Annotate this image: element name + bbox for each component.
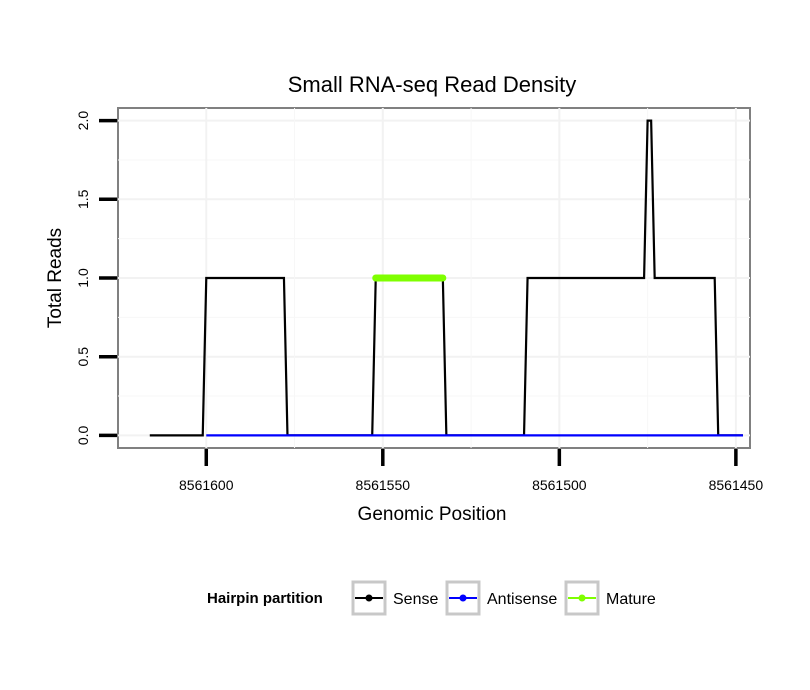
chart-title: Small RNA-seq Read Density	[288, 72, 577, 97]
legend: Hairpin partition Sense Antisense Mature	[207, 580, 656, 616]
x-axis-title: Genomic Position	[358, 504, 507, 525]
x-tick-label: 8561500	[532, 477, 587, 493]
x-tick-label: 8561550	[356, 477, 411, 493]
y-tick-label: 1.5	[75, 189, 91, 209]
y-axis: 0.0 0.5 1.0 1.5 2.0	[75, 111, 117, 445]
legend-label-sense: Sense	[393, 591, 438, 608]
legend-key-antisense	[445, 580, 481, 616]
y-tick-label: 0.5	[75, 347, 91, 367]
x-axis: 8561600 8561550 8561500 8561450	[179, 449, 763, 493]
y-tick-label: 1.0	[75, 268, 91, 288]
plot-panel	[117, 107, 751, 449]
x-tick-label: 8561600	[179, 477, 234, 493]
x-tick-label: 8561450	[709, 477, 764, 493]
legend-label-mature: Mature	[606, 591, 656, 608]
y-axis-title: Total Reads	[45, 228, 66, 328]
legend-key-mature	[564, 580, 600, 616]
legend-label-antisense: Antisense	[487, 591, 557, 608]
legend-key-sense	[351, 580, 387, 616]
legend-title: Hairpin partition	[207, 590, 323, 607]
series-layer	[149, 119, 743, 437]
y-tick-label: 2.0	[75, 111, 91, 131]
y-tick-label: 0.0	[75, 425, 91, 445]
